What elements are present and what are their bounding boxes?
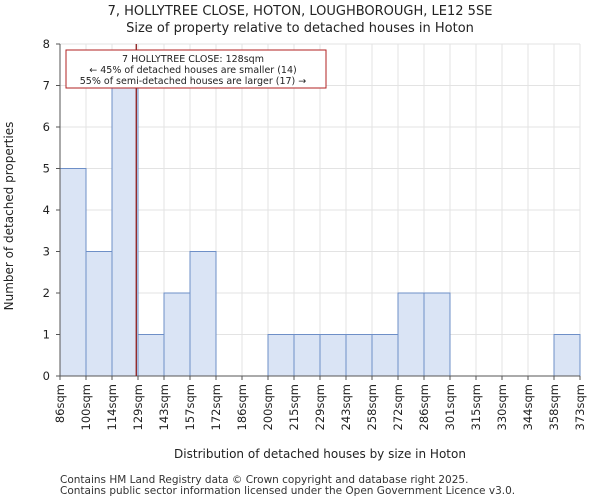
bar xyxy=(163,292,191,377)
annotation-line-3: 55% of semi-detached houses are larger (… xyxy=(80,76,307,87)
x-tick-label: 301sqm xyxy=(443,384,457,430)
x-tick-label: 200sqm xyxy=(261,384,275,430)
bar xyxy=(85,251,113,377)
bar xyxy=(189,251,217,377)
bar xyxy=(553,334,581,377)
y-tick-label: 1 xyxy=(43,328,50,342)
bar xyxy=(319,334,347,377)
x-tick-label: 157sqm xyxy=(183,384,197,430)
bar xyxy=(293,334,321,377)
y-tick-label: 6 xyxy=(43,120,50,134)
x-tick-label: 114sqm xyxy=(105,384,119,430)
bar xyxy=(423,292,451,377)
chart-title: 7, HOLLYTREE CLOSE, HOTON, LOUGHBOROUGH,… xyxy=(107,4,493,19)
bar xyxy=(371,334,399,377)
y-tick-label: 0 xyxy=(43,369,50,383)
footer-line-2: Contains public sector information licen… xyxy=(60,485,516,497)
x-tick-label: 330sqm xyxy=(495,384,509,430)
x-tick-label: 129sqm xyxy=(131,384,145,430)
y-ticks: 0 1 2 3 4 5 6 7 8 xyxy=(43,37,60,383)
bar xyxy=(267,334,295,377)
y-tick-label: 2 xyxy=(43,286,50,300)
chart-subtitle: Size of property relative to detached ho… xyxy=(126,21,474,36)
y-tick-label: 8 xyxy=(43,37,50,51)
y-tick-label: 7 xyxy=(43,79,50,93)
x-tick-label: 172sqm xyxy=(209,384,223,430)
y-tick-label: 5 xyxy=(43,162,50,176)
x-tick-label: 215sqm xyxy=(287,384,301,430)
x-tick-label: 100sqm xyxy=(79,384,93,430)
annotation-line-1: 7 HOLLYTREE CLOSE: 128sqm xyxy=(122,54,264,65)
bar xyxy=(59,168,87,377)
x-tick-label: 373sqm xyxy=(573,384,587,430)
x-tick-label: 258sqm xyxy=(365,384,379,430)
x-tick-label: 286sqm xyxy=(417,384,431,430)
x-tick-label: 358sqm xyxy=(547,384,561,430)
x-tick-label: 143sqm xyxy=(157,384,171,430)
y-tick-label: 3 xyxy=(43,245,50,259)
x-tick-label: 229sqm xyxy=(313,384,327,430)
annotation-box: 7 HOLLYTREE CLOSE: 128sqm ← 45% of detac… xyxy=(65,49,327,89)
x-axis-label: Distribution of detached houses by size … xyxy=(174,447,466,461)
footer-line-1: Contains HM Land Registry data © Crown c… xyxy=(60,474,469,486)
x-tick-label: 186sqm xyxy=(235,384,249,430)
x-tick-label: 315sqm xyxy=(469,384,483,430)
bar xyxy=(397,292,425,377)
y-axis-label: Number of detached properties xyxy=(2,122,16,311)
bar xyxy=(345,334,373,377)
x-tick-label: 86sqm xyxy=(53,384,67,423)
x-tick-label: 243sqm xyxy=(339,384,353,430)
x-ticks: 86sqm 100sqm 114sqm 129sqm 143sqm 157sqm 172sq… xyxy=(53,376,587,430)
bar xyxy=(137,334,165,377)
y-tick-label: 4 xyxy=(43,203,50,217)
bars xyxy=(59,85,581,377)
x-tick-label: 344sqm xyxy=(521,384,535,430)
bar xyxy=(111,85,139,377)
x-tick-label: 272sqm xyxy=(391,384,405,430)
annotation-line-2: ← 45% of detached houses are smaller (14… xyxy=(89,65,296,76)
